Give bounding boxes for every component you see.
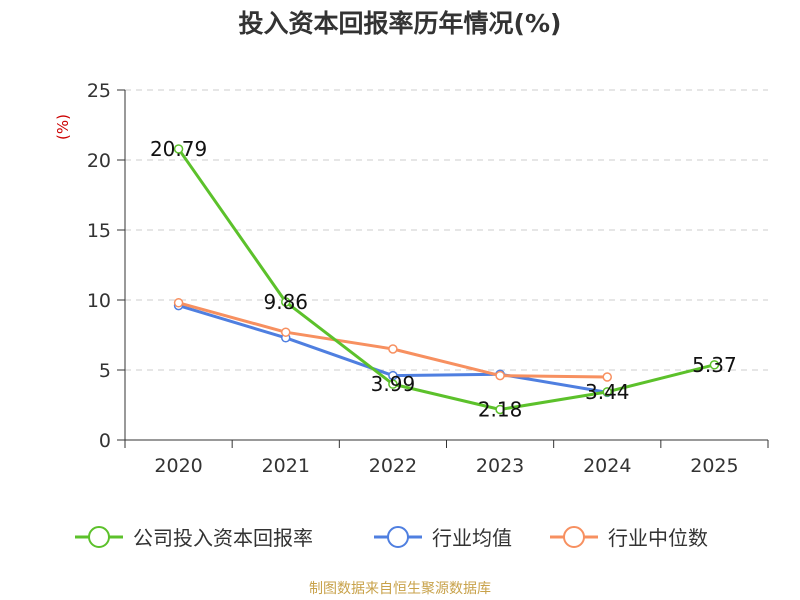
y-tick-label: 25 (87, 80, 111, 102)
series-layer (173, 144, 720, 415)
x-tick-label: 2020 (154, 455, 202, 477)
data-label: 20.79 (150, 137, 207, 161)
data-label: 3.44 (585, 380, 630, 404)
x-tick-label: 2023 (476, 455, 524, 477)
source-note: 制图数据来自恒生聚源数据库 (309, 581, 491, 597)
y-tick-label: 10 (87, 290, 111, 312)
legend-marker (563, 526, 585, 548)
legend-item-1: 行业均值 (374, 526, 512, 550)
x-tick-label: 2022 (369, 455, 417, 477)
data-point (495, 404, 505, 415)
chart-title: 投入资本回报率历年情况(%) (238, 9, 562, 38)
series-line-0 (177, 147, 716, 411)
legend-label: 公司投入资本回报率 (133, 526, 313, 550)
x-tick-label: 2025 (690, 455, 738, 477)
data-label: 9.86 (263, 290, 308, 314)
legend-item-2: 行业中位数 (550, 526, 708, 550)
data-label: 5.37 (692, 353, 737, 377)
data-label: 2.18 (478, 397, 523, 421)
data-point (495, 370, 505, 381)
data-point (281, 297, 291, 307)
data-point (173, 298, 184, 308)
y-tick-label: 20 (87, 150, 111, 172)
grid-lines (125, 89, 768, 371)
legend-label: 行业中位数 (608, 526, 708, 550)
data-point (709, 360, 720, 370)
data-labels: 20.79 9.86 3.99 2.18 3.44 5.37 (150, 137, 737, 422)
legend-label: 行业均值 (432, 526, 512, 550)
y-axis-unit: (%) (54, 114, 72, 140)
data-point (602, 372, 612, 382)
legend-item-0: 公司投入资本回报率 (75, 526, 313, 550)
data-point (388, 379, 398, 389)
data-point (388, 344, 398, 354)
x-tick-label: 2021 (262, 455, 310, 477)
data-point (602, 387, 612, 397)
legend-marker (88, 526, 110, 548)
y-tick-label: 15 (87, 220, 111, 242)
series-line-2 (177, 301, 609, 379)
x-tick-label: 2024 (583, 455, 631, 477)
legend: 公司投入资本回报率 行业均值 行业中位数 (75, 526, 708, 550)
data-point (173, 144, 184, 154)
legend-marker (387, 526, 409, 548)
data-label: 3.99 (371, 372, 416, 396)
y-tick-label: 0 (99, 430, 111, 452)
data-point (281, 327, 291, 337)
y-tick-label: 5 (99, 360, 111, 382)
